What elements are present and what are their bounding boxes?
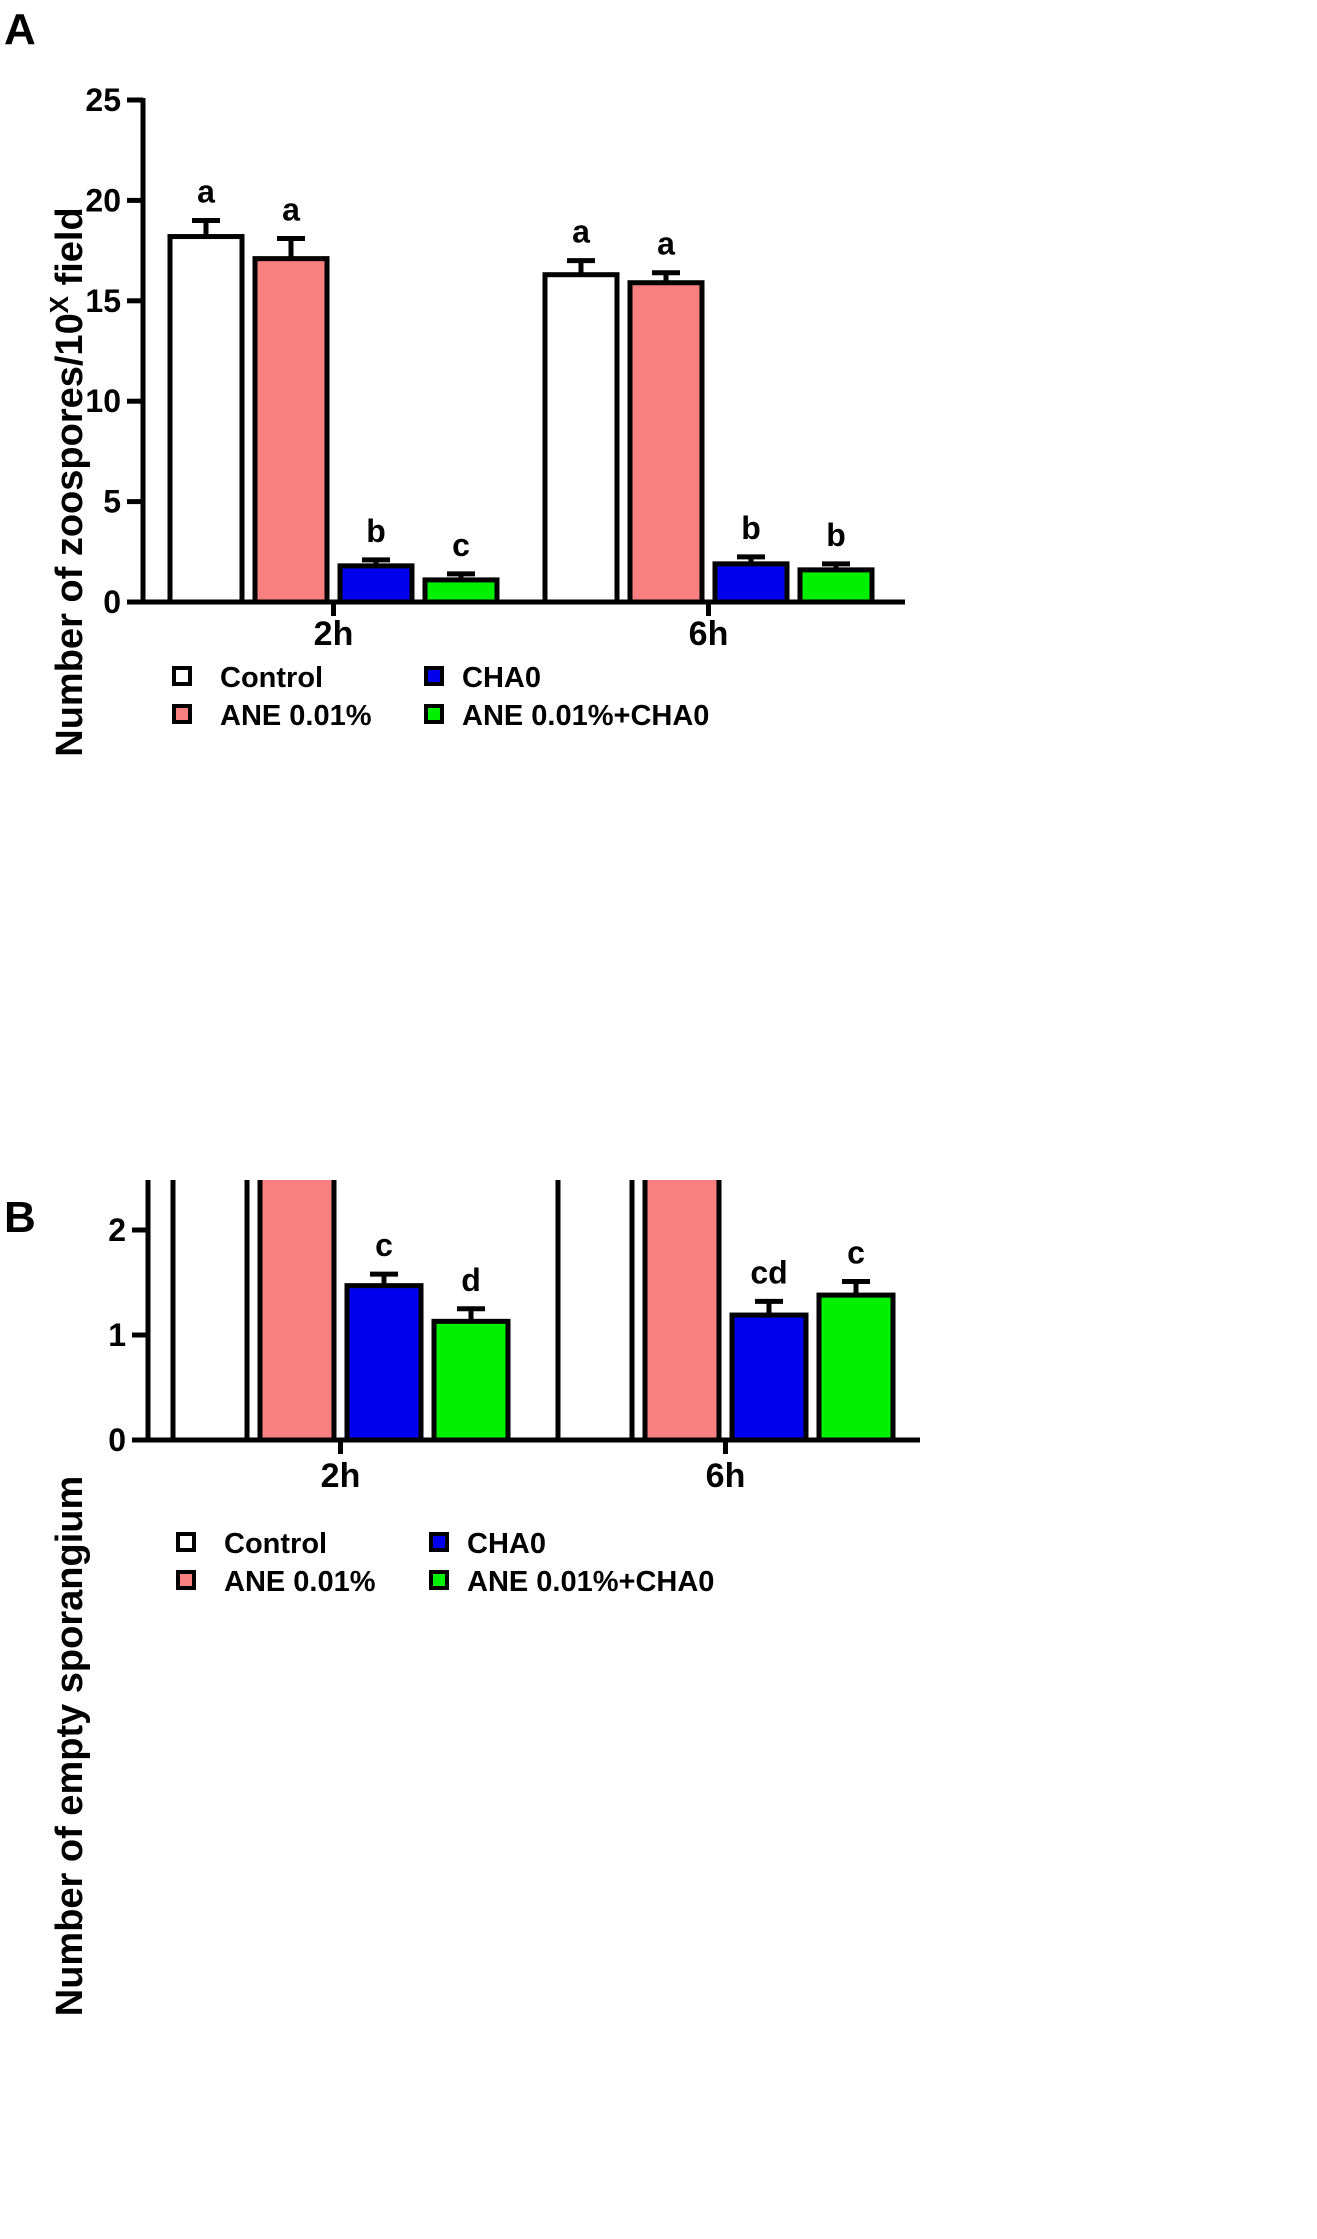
significance-letter: c	[452, 527, 470, 563]
significance-letter: c	[375, 1227, 393, 1263]
significance-letter: b	[741, 510, 761, 546]
bar	[252, 256, 330, 605]
significance-letter: a	[572, 214, 590, 250]
legend-label: ANE 0.01%+CHA0	[462, 700, 709, 732]
y-axis-label: Number of empty sporangium	[49, 1476, 91, 2017]
significance-letter: a	[657, 226, 675, 262]
x-tick-label: 6h	[706, 1457, 746, 1495]
legend-swatch	[172, 704, 192, 724]
bar	[167, 234, 245, 605]
bar	[422, 577, 500, 605]
legend-swatch	[429, 1532, 449, 1552]
bar	[627, 280, 705, 605]
legend-label: ANE 0.01%	[220, 700, 372, 732]
bar	[729, 1312, 809, 1443]
y-tick-label: 2	[108, 1212, 126, 1248]
significance-letter: cd	[750, 1254, 787, 1290]
y-tick-label: 0	[108, 1422, 126, 1458]
significance-letter: c	[847, 1234, 865, 1270]
legend: Control CHA0 ANE 0.01% ANE 0.01%+CHA0	[176, 1528, 714, 1598]
legend-swatch	[176, 1532, 196, 1552]
y-tick-label: 10	[85, 383, 121, 419]
x-tick-label: 2h	[321, 1457, 361, 1495]
significance-letter: b	[366, 513, 386, 549]
y-tick-label: 20	[85, 182, 121, 218]
panel-label: B	[4, 1193, 36, 1242]
bar	[542, 272, 620, 605]
significance-letter: a	[282, 192, 300, 228]
x-tick-label: 6h	[689, 615, 729, 653]
y-tick-label: 0	[103, 584, 121, 620]
bar	[337, 563, 415, 605]
legend-swatch	[424, 666, 444, 686]
bar	[431, 1318, 511, 1443]
chart-b-svg: B Number of empty sporangium aacd2hbabcd…	[4, 1180, 920, 2017]
chart-panel-b: B Number of empty sporangium aacd2hbabcd…	[0, 1180, 1317, 2239]
bar	[344, 1283, 424, 1443]
chart-panel-a: A Number of zoospores/10X field a a b c 2h a a…	[4, 5, 905, 757]
bar	[257, 1180, 337, 1443]
y-tick-label: 25	[85, 82, 121, 118]
legend-swatch	[176, 1570, 196, 1590]
bar	[555, 1180, 635, 1443]
plot-area: a a b c 2h a a b b 6h 0 5 10 15 20 25	[85, 82, 905, 653]
legend-label: Control	[224, 1528, 327, 1560]
y-tick-label: 1	[108, 1317, 126, 1353]
bar	[170, 1180, 250, 1443]
legend-swatch	[172, 666, 192, 686]
legend-swatch	[429, 1570, 449, 1590]
legend-label: ANE 0.01%+CHA0	[467, 1566, 714, 1598]
y-tick-label: 15	[85, 283, 121, 319]
legend-label: Control	[220, 662, 323, 694]
significance-letter: d	[461, 1262, 481, 1298]
y-axis-label: Number of zoospores/10X field	[44, 207, 91, 756]
panel-label: A	[4, 5, 36, 54]
bar	[816, 1292, 896, 1443]
legend-label: ANE 0.01%	[224, 1566, 376, 1598]
bar	[642, 1180, 722, 1443]
legend-label: CHA0	[467, 1528, 546, 1560]
plot-area: aacd2hbabcdc6h012345	[108, 1180, 920, 1495]
legend: Control CHA0 ANE 0.01% ANE 0.01%+CHA0	[172, 662, 709, 732]
significance-letter: a	[197, 173, 215, 209]
bar	[797, 567, 875, 605]
y-tick-label: 5	[103, 484, 121, 520]
significance-letter: b	[826, 517, 846, 553]
x-tick-label: 2h	[314, 615, 354, 653]
legend-label: CHA0	[462, 662, 541, 694]
bar	[712, 561, 790, 605]
legend-swatch	[424, 704, 444, 724]
